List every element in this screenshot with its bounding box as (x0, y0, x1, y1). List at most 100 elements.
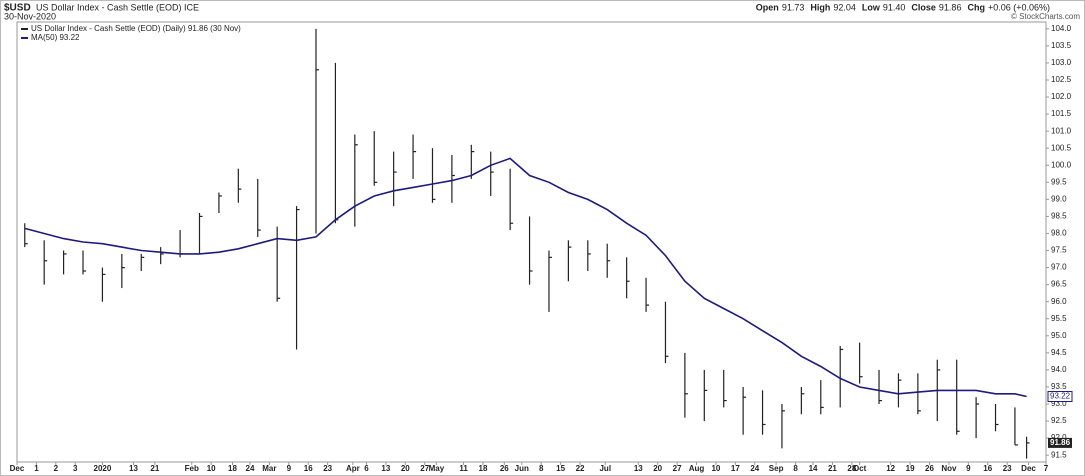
quote-value: 91.86 (939, 2, 962, 12)
x-tick-label: Apr (346, 464, 360, 473)
x-tick-label: 10 (207, 464, 216, 473)
y-tick-label: 96.5 (1051, 280, 1067, 289)
x-tick-label: 13 (129, 464, 138, 473)
x-tick-label: 14 (809, 464, 818, 473)
x-tick-label: Dec (10, 464, 25, 473)
x-tick-label: 28 (847, 464, 856, 473)
y-tick-label: 103.5 (1051, 41, 1072, 50)
y-tick-label: 99.0 (1051, 194, 1067, 203)
x-tick-label: 2 (54, 464, 59, 473)
quote-label: Close (911, 2, 936, 12)
x-tick-label: 8 (793, 464, 798, 473)
y-tick-label: 101.5 (1051, 109, 1072, 118)
y-tick-label: 95.0 (1051, 331, 1067, 340)
quote-label: Open (756, 2, 779, 12)
x-tick-label: 18 (479, 464, 488, 473)
x-tick-label: Dec (1021, 464, 1036, 473)
x-tick-label: 24 (750, 464, 759, 473)
x-tick-label: Jul (599, 464, 611, 473)
y-tick-label: 101.0 (1051, 126, 1072, 135)
y-tick-label: 94.0 (1051, 365, 1067, 374)
quote-label: Low (862, 2, 881, 12)
x-tick-label: 1 (34, 464, 39, 473)
x-tick-label: 17 (731, 464, 740, 473)
x-tick-label: Jun (515, 464, 529, 473)
y-tick-label: 93.5 (1051, 382, 1067, 391)
x-tick-label: 23 (1003, 464, 1012, 473)
x-tick-label: Mar (262, 464, 276, 473)
x-tick-label: 26 (500, 464, 509, 473)
y-tick-label: 95.5 (1051, 314, 1067, 323)
x-tick-label: 9 (966, 464, 971, 473)
x-tick-label: Nov (941, 464, 957, 473)
x-tick-label: 10 (711, 464, 720, 473)
y-tick-label: 100.0 (1051, 160, 1072, 169)
x-tick-label: 23 (323, 464, 332, 473)
x-tick-label: Sep (769, 464, 784, 473)
x-tick-label: 27 (673, 464, 682, 473)
x-tick-label: 7 (1044, 464, 1049, 473)
legend-label: US Dollar Index - Cash Settle (EOD) (Dai… (31, 24, 241, 33)
x-tick-label: Oct (853, 464, 867, 473)
x-tick-label: 8 (539, 464, 544, 473)
x-tick-label: 3 (73, 464, 78, 473)
subtitle: US Dollar Index - Cash Settle (EOD) ICE (36, 2, 199, 12)
y-tick-label: 92.0 (1051, 433, 1067, 442)
quote-label: Chg (967, 2, 985, 12)
y-tick-label: 91.5 (1051, 450, 1067, 459)
x-tick-label: Aug (689, 464, 705, 473)
x-tick-label: 24 (246, 464, 255, 473)
x-tick-label: Feb (185, 464, 199, 473)
x-tick-label: 13 (634, 464, 643, 473)
symbol: $USD (4, 3, 31, 14)
y-tick-label: 103.0 (1051, 58, 1072, 67)
x-tick-label: 21 (150, 464, 159, 473)
legend-label: MA(50) 93.22 (31, 33, 80, 42)
date: 30-Nov-2020 (4, 11, 56, 21)
moving-average (24, 157, 1027, 398)
y-tick-label: 94.5 (1051, 348, 1067, 357)
x-tick-label: 20 (401, 464, 410, 473)
x-tick-label: 18 (228, 464, 237, 473)
x-tick-label: 12 (886, 464, 895, 473)
last-price-label: 91.86 (1050, 438, 1071, 447)
y-tick-label: 100.5 (1051, 143, 1072, 152)
x-tick-label: 20 (653, 464, 662, 473)
y-tick-label: 98.5 (1051, 212, 1067, 221)
x-tick-label: 16 (983, 464, 992, 473)
x-tick-label: May (429, 464, 445, 473)
y-tick-label: 92.5 (1051, 416, 1067, 425)
y-tick-label: 93.0 (1051, 399, 1067, 408)
y-tick-label: 99.5 (1051, 177, 1067, 186)
x-tick-label: 26 (925, 464, 934, 473)
x-tick-label: 6 (364, 464, 369, 473)
y-tick-label: 102.0 (1051, 92, 1072, 101)
last-price-box (1048, 437, 1072, 448)
x-tick-label: 13 (381, 464, 390, 473)
y-tick-label: 97.5 (1051, 246, 1067, 255)
x-tick-label: 27 (420, 464, 429, 473)
x-tick-label: 2020 (94, 464, 112, 473)
last-ma-label: 93.22 (1050, 392, 1071, 401)
quote-value: 91.73 (782, 2, 805, 12)
y-tick-label: 97.0 (1051, 263, 1067, 272)
x-tick-label: 16 (304, 464, 313, 473)
y-tick-label: 96.0 (1051, 297, 1067, 306)
plot-area (16, 21, 1047, 463)
quote-value: +0.06 (+0.06%) (988, 2, 1050, 12)
y-tick-label: 102.5 (1051, 75, 1072, 84)
x-tick-label: 19 (906, 464, 915, 473)
quote-value: 91.40 (883, 2, 906, 12)
x-tick-label: 15 (556, 464, 565, 473)
credit: © StockCharts.com (1011, 12, 1080, 21)
quote-label: High (810, 2, 830, 12)
y-tick-label: 104.0 (1051, 24, 1072, 33)
quote-value: 92.04 (833, 2, 856, 12)
x-tick-label: 22 (576, 464, 585, 473)
x-tick-label: 11 (459, 464, 468, 473)
x-tick-label: 9 (287, 464, 292, 473)
last-ma-box (1047, 391, 1073, 403)
y-tick-label: 98.0 (1051, 229, 1067, 238)
